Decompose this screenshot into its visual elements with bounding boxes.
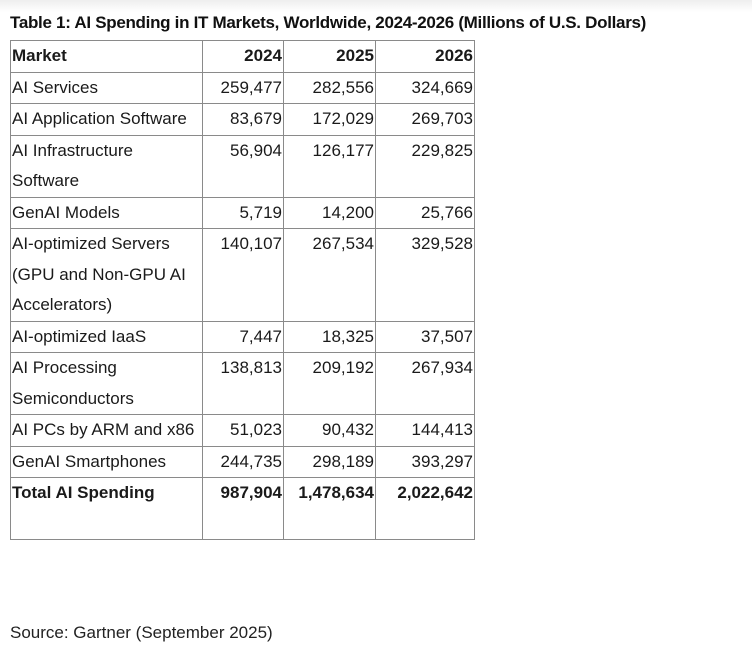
cell-market: GenAI Models xyxy=(10,196,203,229)
cell-2025: 282,556 xyxy=(283,71,376,104)
cell-2024: 5,719 xyxy=(202,196,284,229)
header-2024: 2024 xyxy=(202,40,284,73)
cell-2025: 14,200 xyxy=(283,196,376,229)
cell-market: AI Processing Semiconductors xyxy=(10,352,203,415)
cell-2026: 393,297 xyxy=(375,445,475,478)
cell-2026: 267,934 xyxy=(375,352,475,415)
cell-2025: 1,478,634 xyxy=(283,477,376,540)
cell-2026: 324,669 xyxy=(375,71,475,104)
header-market: Market xyxy=(10,40,203,73)
cell-2025: 126,177 xyxy=(283,134,376,198)
cell-2025: 18,325 xyxy=(283,320,376,353)
top-shadow xyxy=(0,0,752,12)
cell-2024: 56,904 xyxy=(202,134,284,198)
header-2025: 2025 xyxy=(283,40,376,73)
table-title: Table 1: AI Spending in IT Markets, Worl… xyxy=(10,13,647,32)
source-note: Source: Gartner (September 2025) xyxy=(10,623,273,642)
cell-2024: 987,904 xyxy=(202,477,284,540)
cell-2024: 259,477 xyxy=(202,71,284,104)
cell-2025: 209,192 xyxy=(283,352,376,415)
cell-market: AI-optimized Servers (GPU and Non-GPU AI… xyxy=(10,228,203,322)
table-row: AI PCs by ARM and x86 51,023 90,432 144,413 xyxy=(10,414,475,447)
table-row: GenAI Models 5,719 14,200 25,766 xyxy=(10,196,475,229)
cell-2025: 172,029 xyxy=(283,103,376,136)
cell-market: AI Infrastructure Software xyxy=(10,134,203,198)
cell-2026: 25,766 xyxy=(375,196,475,229)
table-row: AI-optimized Servers (GPU and Non-GPU AI… xyxy=(10,228,475,322)
cell-2026: 37,507 xyxy=(375,320,475,353)
cell-2026: 229,825 xyxy=(375,134,475,198)
cell-2024: 138,813 xyxy=(202,352,284,415)
cell-2024: 7,447 xyxy=(202,320,284,353)
cell-market: Total AI Spending xyxy=(10,477,203,540)
cell-market: AI Application Software xyxy=(10,103,203,136)
cell-2026: 144,413 xyxy=(375,414,475,447)
cell-2026: 269,703 xyxy=(375,103,475,136)
table-row: AI-optimized IaaS 7,447 18,325 37,507 xyxy=(10,320,475,353)
cell-2025: 298,189 xyxy=(283,445,376,478)
header-row: Market 2024 2025 2026 xyxy=(10,40,475,73)
total-row: Total AI Spending 987,904 1,478,634 2,022,6… xyxy=(10,477,475,540)
cell-market: AI Services xyxy=(10,71,203,104)
cell-2024: 244,735 xyxy=(202,445,284,478)
cell-2024: 51,023 xyxy=(202,414,284,447)
cell-market: AI-optimized IaaS xyxy=(10,320,203,353)
table-row: AI Infrastructure Software 56,904 126,177 2… xyxy=(10,134,475,198)
cell-market: AI PCs by ARM and x86 xyxy=(10,414,203,447)
header-2026: 2026 xyxy=(375,40,475,73)
table-row: AI Processing Semiconductors 138,813 209,1… xyxy=(10,352,475,415)
cell-market: GenAI Smartphones xyxy=(10,445,203,478)
cell-2025: 267,534 xyxy=(283,228,376,322)
cell-2024: 140,107 xyxy=(202,228,284,322)
ai-spending-table: Market 2024 2025 2026 AI Services 259,477… xyxy=(10,40,475,540)
table-row: AI Services 259,477 282,556 324,669 xyxy=(10,71,475,104)
table-row: GenAI Smartphones 244,735 298,189 393,297 xyxy=(10,445,475,478)
cell-2026: 329,528 xyxy=(375,228,475,322)
table-row: AI Application Software 83,679 172,029 269,… xyxy=(10,103,475,136)
cell-2026: 2,022,642 xyxy=(375,477,475,540)
cell-2024: 83,679 xyxy=(202,103,284,136)
cell-2025: 90,432 xyxy=(283,414,376,447)
